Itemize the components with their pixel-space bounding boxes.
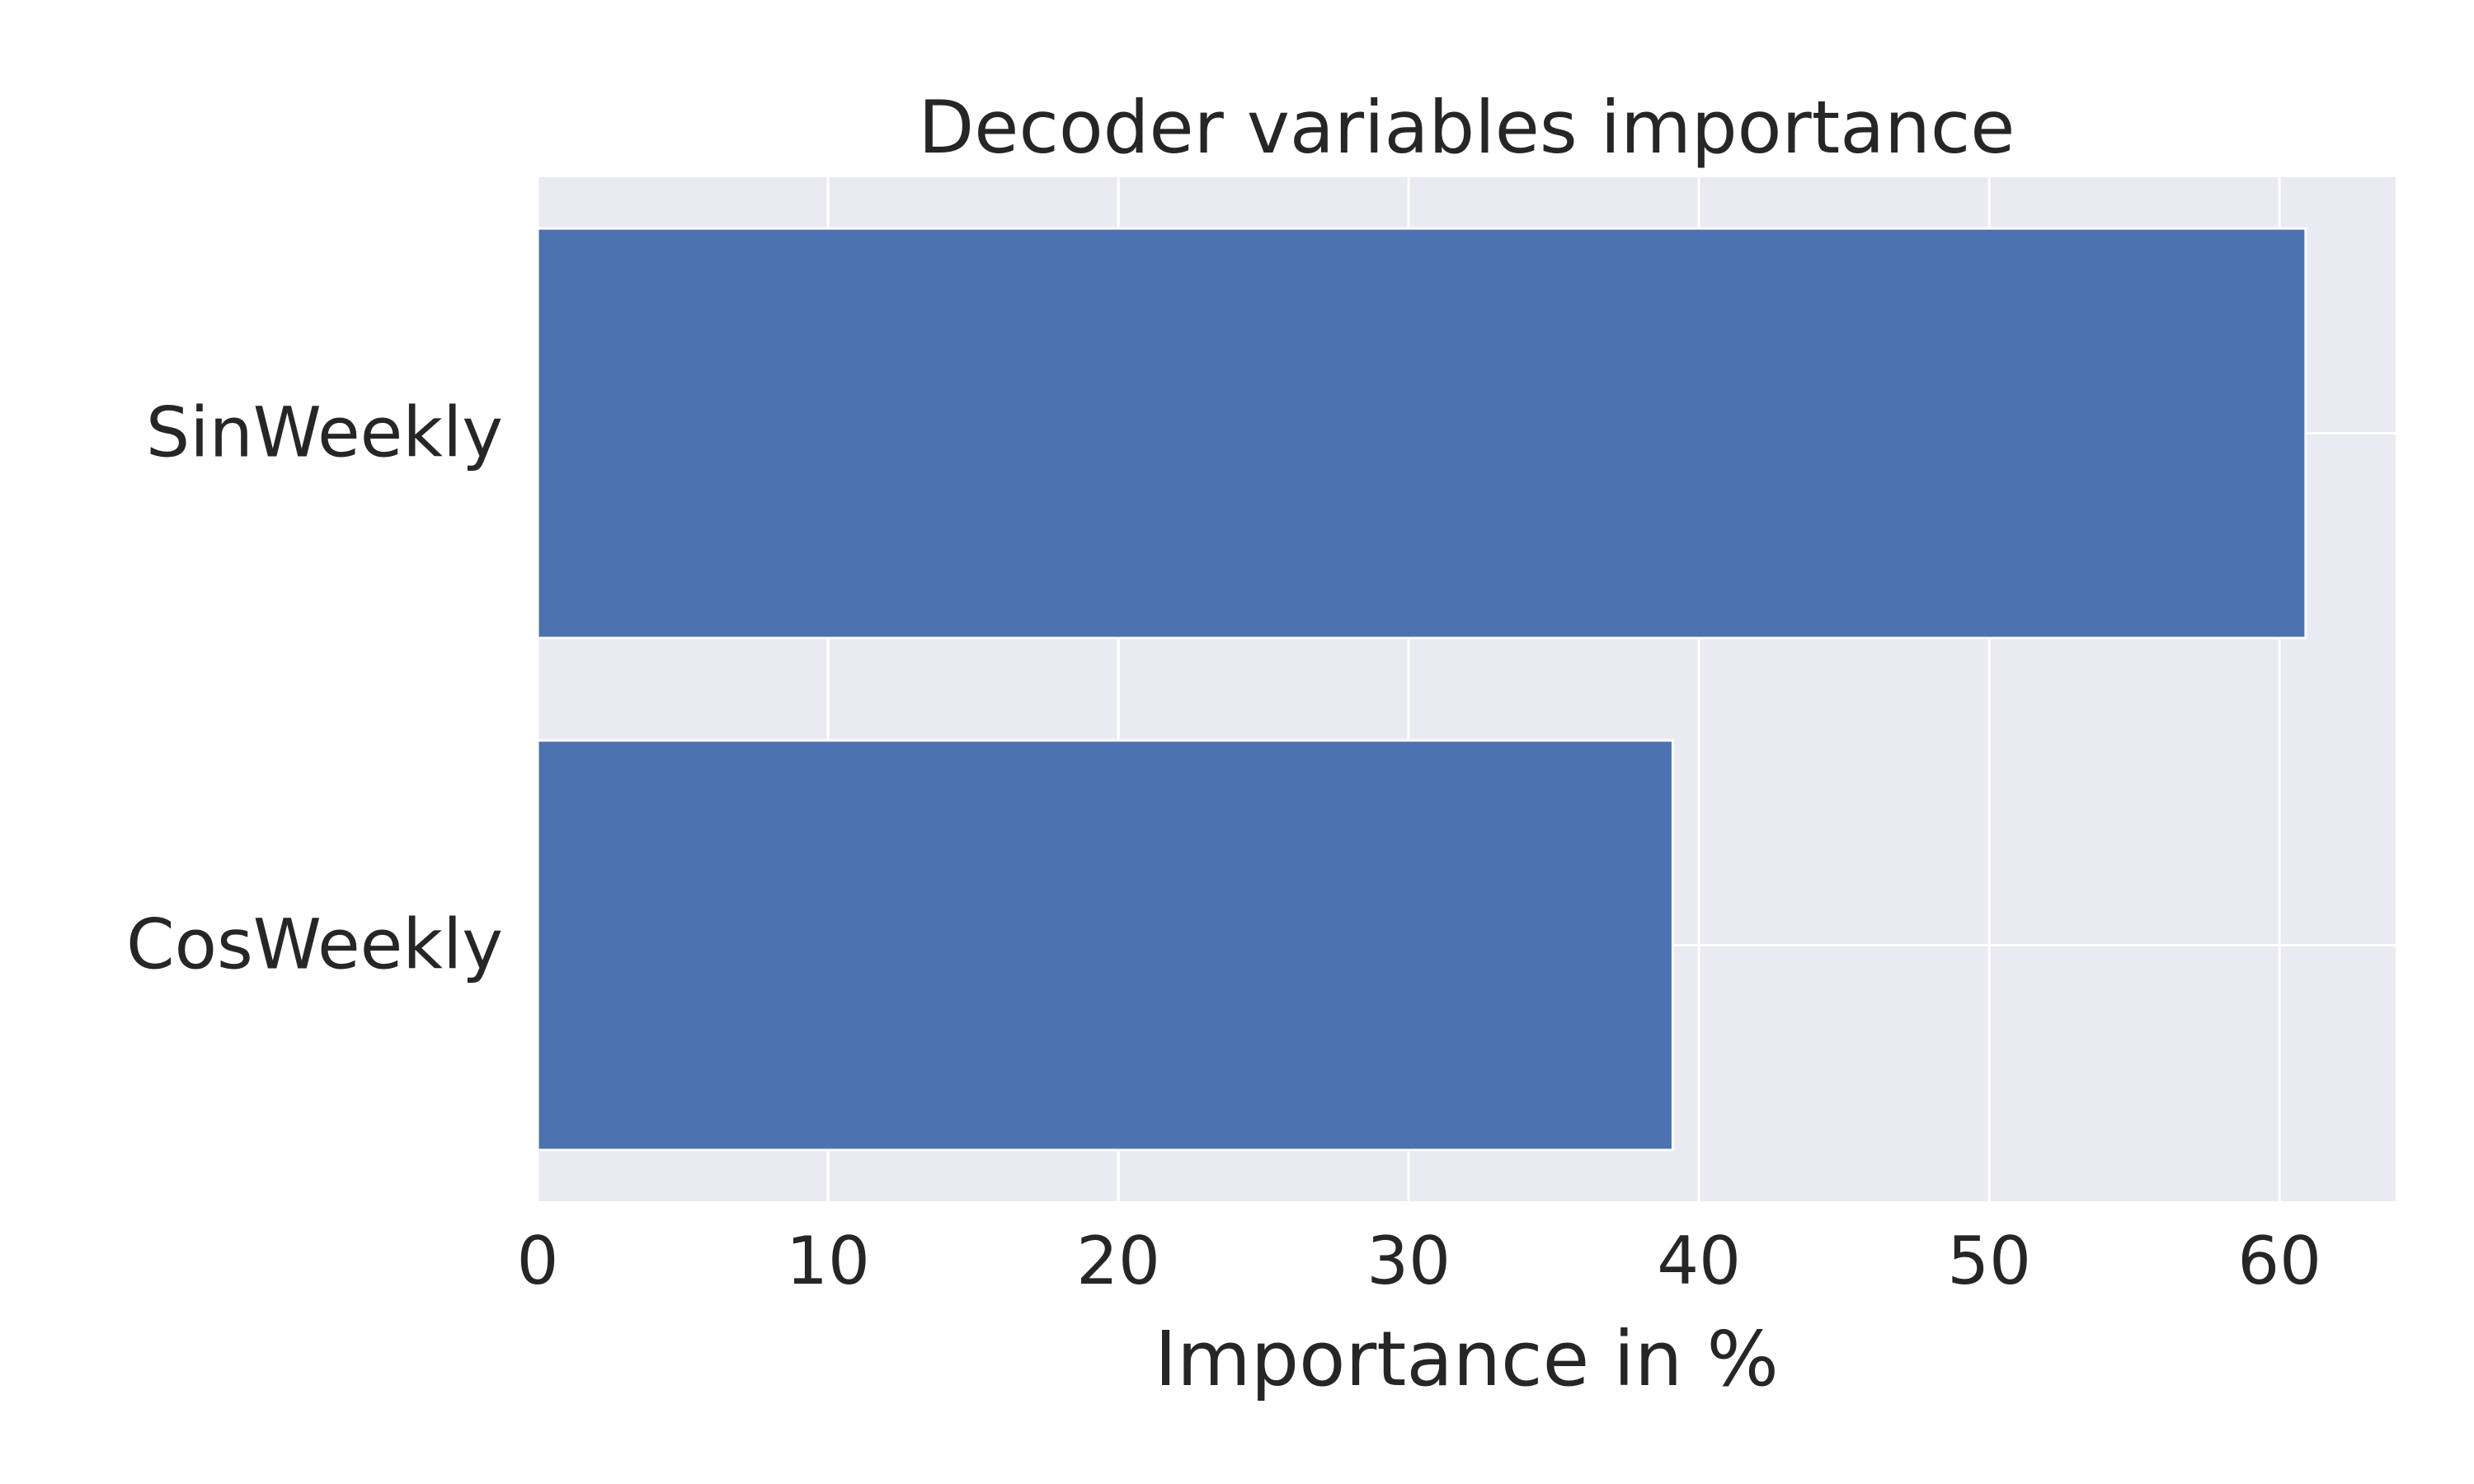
x-tick-label: 50: [1947, 1223, 2031, 1299]
x-tick-labels: 0 10 20 30 40 50 60: [517, 1223, 2322, 1299]
x-tick-label: 0: [517, 1223, 559, 1299]
y-category-labels: SinWeekly CosWeekly: [126, 392, 503, 985]
x-tick-label: 10: [786, 1223, 870, 1299]
bar-sinweekly: [536, 227, 2307, 640]
category-label: SinWeekly: [146, 392, 503, 473]
x-axis-label: Importance in %: [1155, 1315, 1779, 1403]
x-tick-label: 60: [2237, 1223, 2321, 1299]
bar-cosweekly: [536, 739, 1674, 1152]
category-label: CosWeekly: [126, 904, 503, 985]
x-tick-label: 20: [1076, 1223, 1160, 1299]
x-tick-label: 40: [1657, 1223, 1741, 1299]
bars: [536, 227, 2307, 1152]
chart-title: Decoder variables importance: [919, 85, 2015, 170]
x-tick-label: 30: [1366, 1223, 1451, 1299]
